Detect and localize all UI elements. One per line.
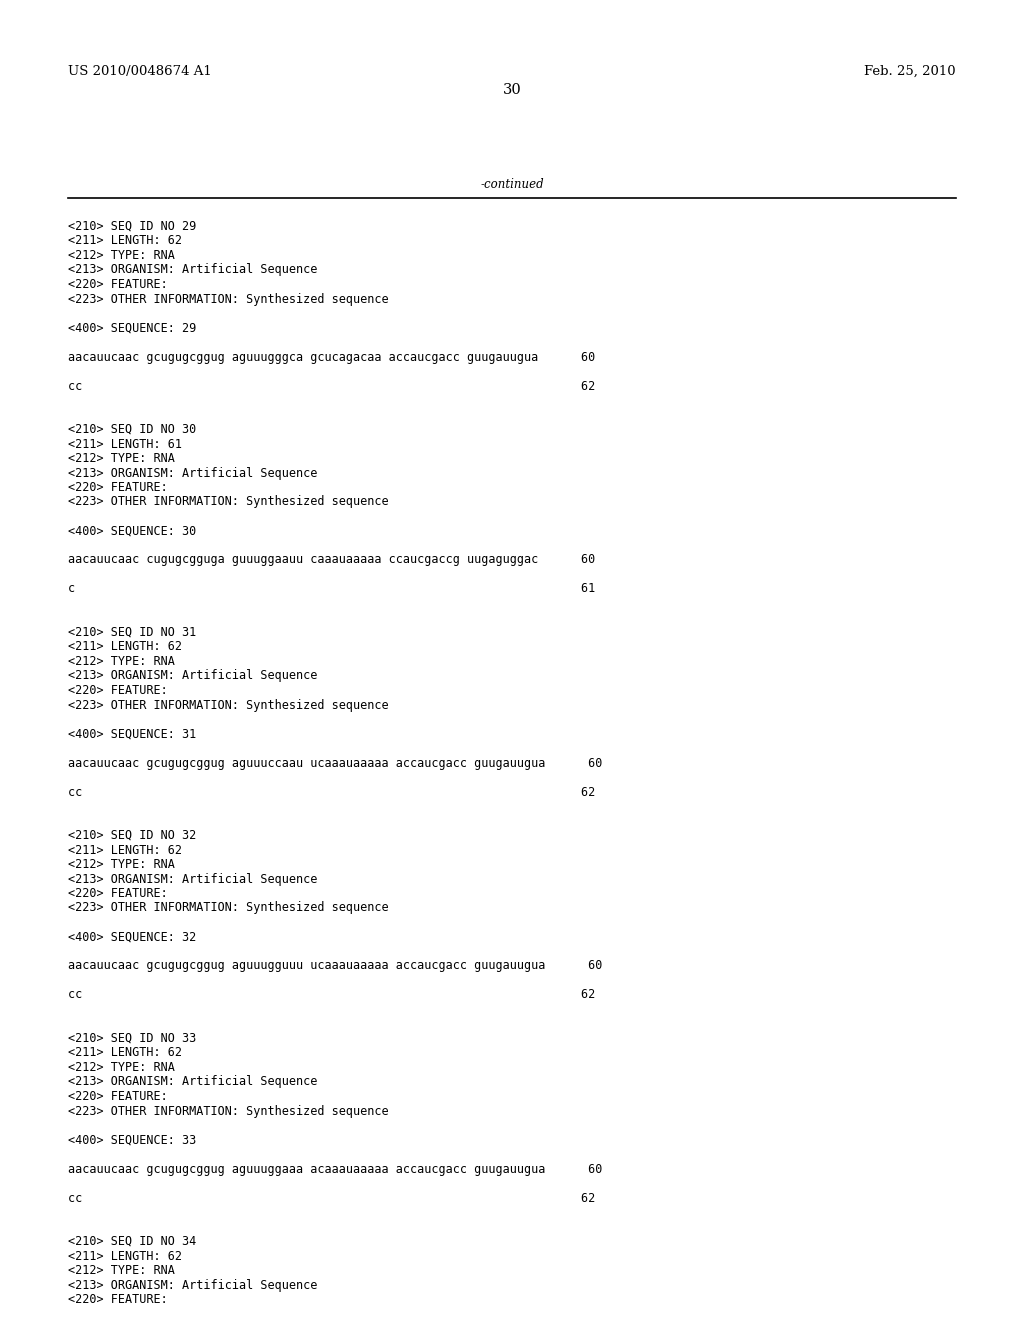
Text: <223> OTHER INFORMATION: Synthesized sequence: <223> OTHER INFORMATION: Synthesized seq… (68, 698, 389, 711)
Text: <400> SEQUENCE: 29: <400> SEQUENCE: 29 (68, 322, 197, 334)
Text: <400> SEQUENCE: 32: <400> SEQUENCE: 32 (68, 931, 197, 944)
Text: cc                                                                      62: cc 62 (68, 1192, 595, 1204)
Text: <223> OTHER INFORMATION: Synthesized sequence: <223> OTHER INFORMATION: Synthesized seq… (68, 902, 389, 915)
Text: <220> FEATURE:: <220> FEATURE: (68, 1294, 168, 1305)
Text: <220> FEATURE:: <220> FEATURE: (68, 1090, 168, 1104)
Text: <211> LENGTH: 62: <211> LENGTH: 62 (68, 640, 182, 653)
Text: <213> ORGANISM: Artificial Sequence: <213> ORGANISM: Artificial Sequence (68, 1076, 317, 1089)
Text: <210> SEQ ID NO 31: <210> SEQ ID NO 31 (68, 626, 197, 639)
Text: <213> ORGANISM: Artificial Sequence: <213> ORGANISM: Artificial Sequence (68, 1279, 317, 1291)
Text: <210> SEQ ID NO 30: <210> SEQ ID NO 30 (68, 422, 197, 436)
Text: c                                                                       61: c 61 (68, 582, 595, 595)
Text: 30: 30 (503, 83, 521, 96)
Text: aacauucaac gcugugcggug aguuugggca gcucagacaa accaucgacc guugauugua      60: aacauucaac gcugugcggug aguuugggca gcucag… (68, 351, 595, 363)
Text: Feb. 25, 2010: Feb. 25, 2010 (864, 65, 956, 78)
Text: <210> SEQ ID NO 29: <210> SEQ ID NO 29 (68, 220, 197, 234)
Text: <211> LENGTH: 62: <211> LENGTH: 62 (68, 1250, 182, 1262)
Text: <213> ORGANISM: Artificial Sequence: <213> ORGANISM: Artificial Sequence (68, 466, 317, 479)
Text: US 2010/0048674 A1: US 2010/0048674 A1 (68, 65, 212, 78)
Text: <220> FEATURE:: <220> FEATURE: (68, 684, 168, 697)
Text: <212> TYPE: RNA: <212> TYPE: RNA (68, 655, 175, 668)
Text: <400> SEQUENCE: 33: <400> SEQUENCE: 33 (68, 1134, 197, 1147)
Text: <210> SEQ ID NO 32: <210> SEQ ID NO 32 (68, 829, 197, 842)
Text: -continued: -continued (480, 178, 544, 191)
Text: <211> LENGTH: 62: <211> LENGTH: 62 (68, 843, 182, 857)
Text: <212> TYPE: RNA: <212> TYPE: RNA (68, 858, 175, 871)
Text: <212> TYPE: RNA: <212> TYPE: RNA (68, 451, 175, 465)
Text: cc                                                                      62: cc 62 (68, 785, 595, 799)
Text: <220> FEATURE:: <220> FEATURE: (68, 887, 168, 900)
Text: <212> TYPE: RNA: <212> TYPE: RNA (68, 249, 175, 261)
Text: aacauucaac cugugcgguga guuuggaauu caaauaaaaa ccaucgaccg uugaguggac      60: aacauucaac cugugcgguga guuuggaauu caaaua… (68, 553, 595, 566)
Text: <212> TYPE: RNA: <212> TYPE: RNA (68, 1061, 175, 1074)
Text: <400> SEQUENCE: 31: <400> SEQUENCE: 31 (68, 727, 197, 741)
Text: <212> TYPE: RNA: <212> TYPE: RNA (68, 1265, 175, 1276)
Text: <400> SEQUENCE: 30: <400> SEQUENCE: 30 (68, 524, 197, 537)
Text: <210> SEQ ID NO 33: <210> SEQ ID NO 33 (68, 1032, 197, 1045)
Text: <211> LENGTH: 62: <211> LENGTH: 62 (68, 1047, 182, 1060)
Text: <210> SEQ ID NO 34: <210> SEQ ID NO 34 (68, 1236, 197, 1247)
Text: aacauucaac gcugugcggug aguuuggaaa acaaauaaaaa accaucgacc guugauugua      60: aacauucaac gcugugcggug aguuuggaaa acaaau… (68, 1163, 602, 1176)
Text: <223> OTHER INFORMATION: Synthesized sequence: <223> OTHER INFORMATION: Synthesized seq… (68, 1105, 389, 1118)
Text: <211> LENGTH: 61: <211> LENGTH: 61 (68, 437, 182, 450)
Text: cc                                                                      62: cc 62 (68, 380, 595, 392)
Text: <213> ORGANISM: Artificial Sequence: <213> ORGANISM: Artificial Sequence (68, 264, 317, 276)
Text: <211> LENGTH: 62: <211> LENGTH: 62 (68, 235, 182, 248)
Text: <213> ORGANISM: Artificial Sequence: <213> ORGANISM: Artificial Sequence (68, 873, 317, 886)
Text: <220> FEATURE:: <220> FEATURE: (68, 279, 168, 290)
Text: <220> FEATURE:: <220> FEATURE: (68, 480, 168, 494)
Text: aacauucaac gcugugcggug aguuuccaau ucaaauaaaaa accaucgacc guugauugua      60: aacauucaac gcugugcggug aguuuccaau ucaaau… (68, 756, 602, 770)
Text: cc                                                                      62: cc 62 (68, 989, 595, 1002)
Text: <223> OTHER INFORMATION: Synthesized sequence: <223> OTHER INFORMATION: Synthesized seq… (68, 293, 389, 305)
Text: aacauucaac gcugugcggug aguuugguuu ucaaauaaaaa accaucgacc guugauugua      60: aacauucaac gcugugcggug aguuugguuu ucaaau… (68, 960, 602, 973)
Text: <223> OTHER INFORMATION: Synthesized sequence: <223> OTHER INFORMATION: Synthesized seq… (68, 495, 389, 508)
Text: <213> ORGANISM: Artificial Sequence: <213> ORGANISM: Artificial Sequence (68, 669, 317, 682)
